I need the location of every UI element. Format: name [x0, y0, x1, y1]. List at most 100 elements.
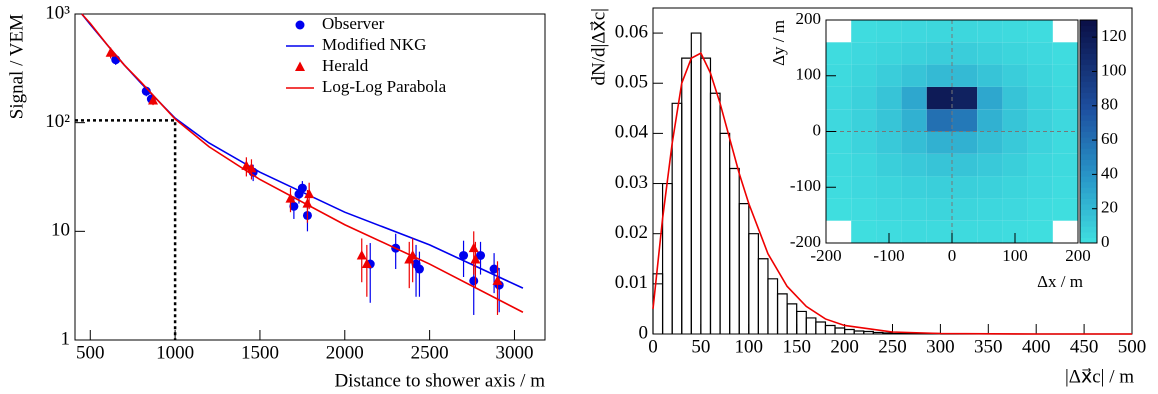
heatmap-cell [1002, 20, 1028, 43]
inset-y-axis-title: Δy / m [769, 20, 788, 66]
heatmap-cell [876, 20, 902, 43]
colorbar-segment [1080, 198, 1097, 205]
heatmap-cell [1002, 153, 1028, 177]
heatmap-cell [952, 86, 978, 110]
histogram-bar [824, 324, 836, 334]
x-tick-label: 150 [782, 336, 811, 357]
x-tick-label: 50 [691, 336, 710, 357]
histogram-bar [786, 303, 798, 334]
data-point [361, 258, 372, 269]
x-tick-label: 0 [948, 246, 957, 265]
colorbar-segment [1080, 142, 1097, 149]
histogram-bar [748, 233, 759, 334]
y-tick-label: 0.06 [615, 21, 648, 42]
heatmap-cell [926, 153, 952, 177]
y-tick-label: 0 [813, 120, 822, 139]
legend-label: Log-Log Parabola [322, 77, 447, 96]
heatmap-cell [901, 109, 927, 132]
x-tick-label: 400 [1022, 336, 1051, 357]
heatmap-cell [952, 42, 978, 65]
data-point [470, 254, 481, 264]
heatmap-cell [952, 153, 978, 177]
data-point [105, 47, 116, 57]
histogram-bar [700, 57, 712, 334]
colorbar-segment [1080, 59, 1097, 66]
y-tick-label: 10² [45, 111, 70, 132]
legend-label: Herald [322, 56, 369, 75]
fit-line [81, 13, 524, 289]
heatmap-cell [1027, 176, 1053, 199]
plot-frame [74, 13, 546, 341]
heatmap-cell [851, 198, 877, 221]
heatmap-cell [1027, 153, 1053, 177]
heatmap-cell [826, 109, 852, 132]
y-tick-label: -100 [790, 176, 821, 195]
heatmap-cell [1052, 131, 1078, 154]
heatmap-cell [977, 198, 1003, 221]
data-point [241, 160, 252, 170]
x-tick-label: -100 [873, 246, 904, 265]
histogram-bar [652, 273, 664, 334]
y-tick-label: 0.02 [615, 222, 648, 243]
heatmap-cell [1052, 176, 1078, 199]
y-tick-label: 10 [51, 220, 70, 241]
y-tick-label: 10³ [45, 2, 70, 23]
y-tick-label: 0.05 [615, 72, 648, 93]
colorbar-tick-label: 80 [1101, 95, 1118, 114]
x-tick-label: 500 [1118, 336, 1147, 357]
heatmap-cell [826, 153, 852, 177]
x-tick-label: 2500 [411, 342, 449, 363]
data-point [289, 201, 299, 211]
x-tick-label: 0 [648, 336, 658, 357]
reference-line [75, 119, 177, 340]
histogram-bar [844, 328, 855, 334]
heatmap-cell [1027, 86, 1053, 110]
heatmap-cell [1052, 109, 1078, 132]
x-tick-label: 500 [76, 342, 105, 363]
heatmap-cell [952, 176, 978, 199]
colorbar-segment [1080, 47, 1097, 54]
histogram-bar [776, 293, 788, 334]
heatmap-cell [1002, 176, 1028, 199]
heatmap-cell [826, 86, 852, 110]
heatmap-cell [952, 131, 978, 154]
heatmap-cell [1002, 131, 1028, 154]
heatmap-cell [826, 198, 852, 221]
colorbar-segment [1080, 31, 1097, 38]
colorbar-segment [1080, 231, 1097, 238]
heatmap-cell [876, 109, 902, 132]
colorbar-tick-label: 0 [1101, 232, 1110, 251]
colorbar-tick-label: 20 [1101, 198, 1118, 217]
legend-swatch [295, 20, 305, 30]
histogram-bar [815, 321, 827, 334]
heatmap-cell [977, 86, 1003, 110]
histogram-bar [891, 332, 903, 335]
histogram-bar [805, 317, 817, 334]
heatmap-cell [826, 131, 852, 154]
x-tick-label: 200 [830, 336, 859, 357]
heatmap-cell [1002, 220, 1028, 243]
colorbar-segment [1080, 70, 1097, 77]
heatmap-cell [1027, 131, 1053, 154]
data-point [489, 264, 499, 274]
heatmap-cell [851, 42, 877, 65]
y-tick-label: -200 [790, 232, 821, 251]
colorbar-segment [1080, 226, 1097, 233]
x-tick-label: 350 [974, 336, 1003, 357]
data-point [414, 264, 424, 274]
heatmap-cell [1027, 64, 1053, 87]
fit-line [652, 52, 1132, 335]
heatmap-cell [1052, 86, 1078, 110]
colorbar-segment [1080, 164, 1097, 172]
heatmap-cell [926, 198, 952, 221]
data-point [459, 250, 469, 260]
fit-line [81, 13, 524, 313]
colorbar-segment [1080, 120, 1097, 127]
heatmap-cell [851, 109, 877, 132]
heatmap-cell [1002, 42, 1028, 65]
x-tick-label: 2000 [326, 342, 364, 363]
colorbar-segment [1080, 98, 1097, 105]
heatmap-cell [851, 64, 877, 87]
heatmap-cell [952, 64, 978, 87]
